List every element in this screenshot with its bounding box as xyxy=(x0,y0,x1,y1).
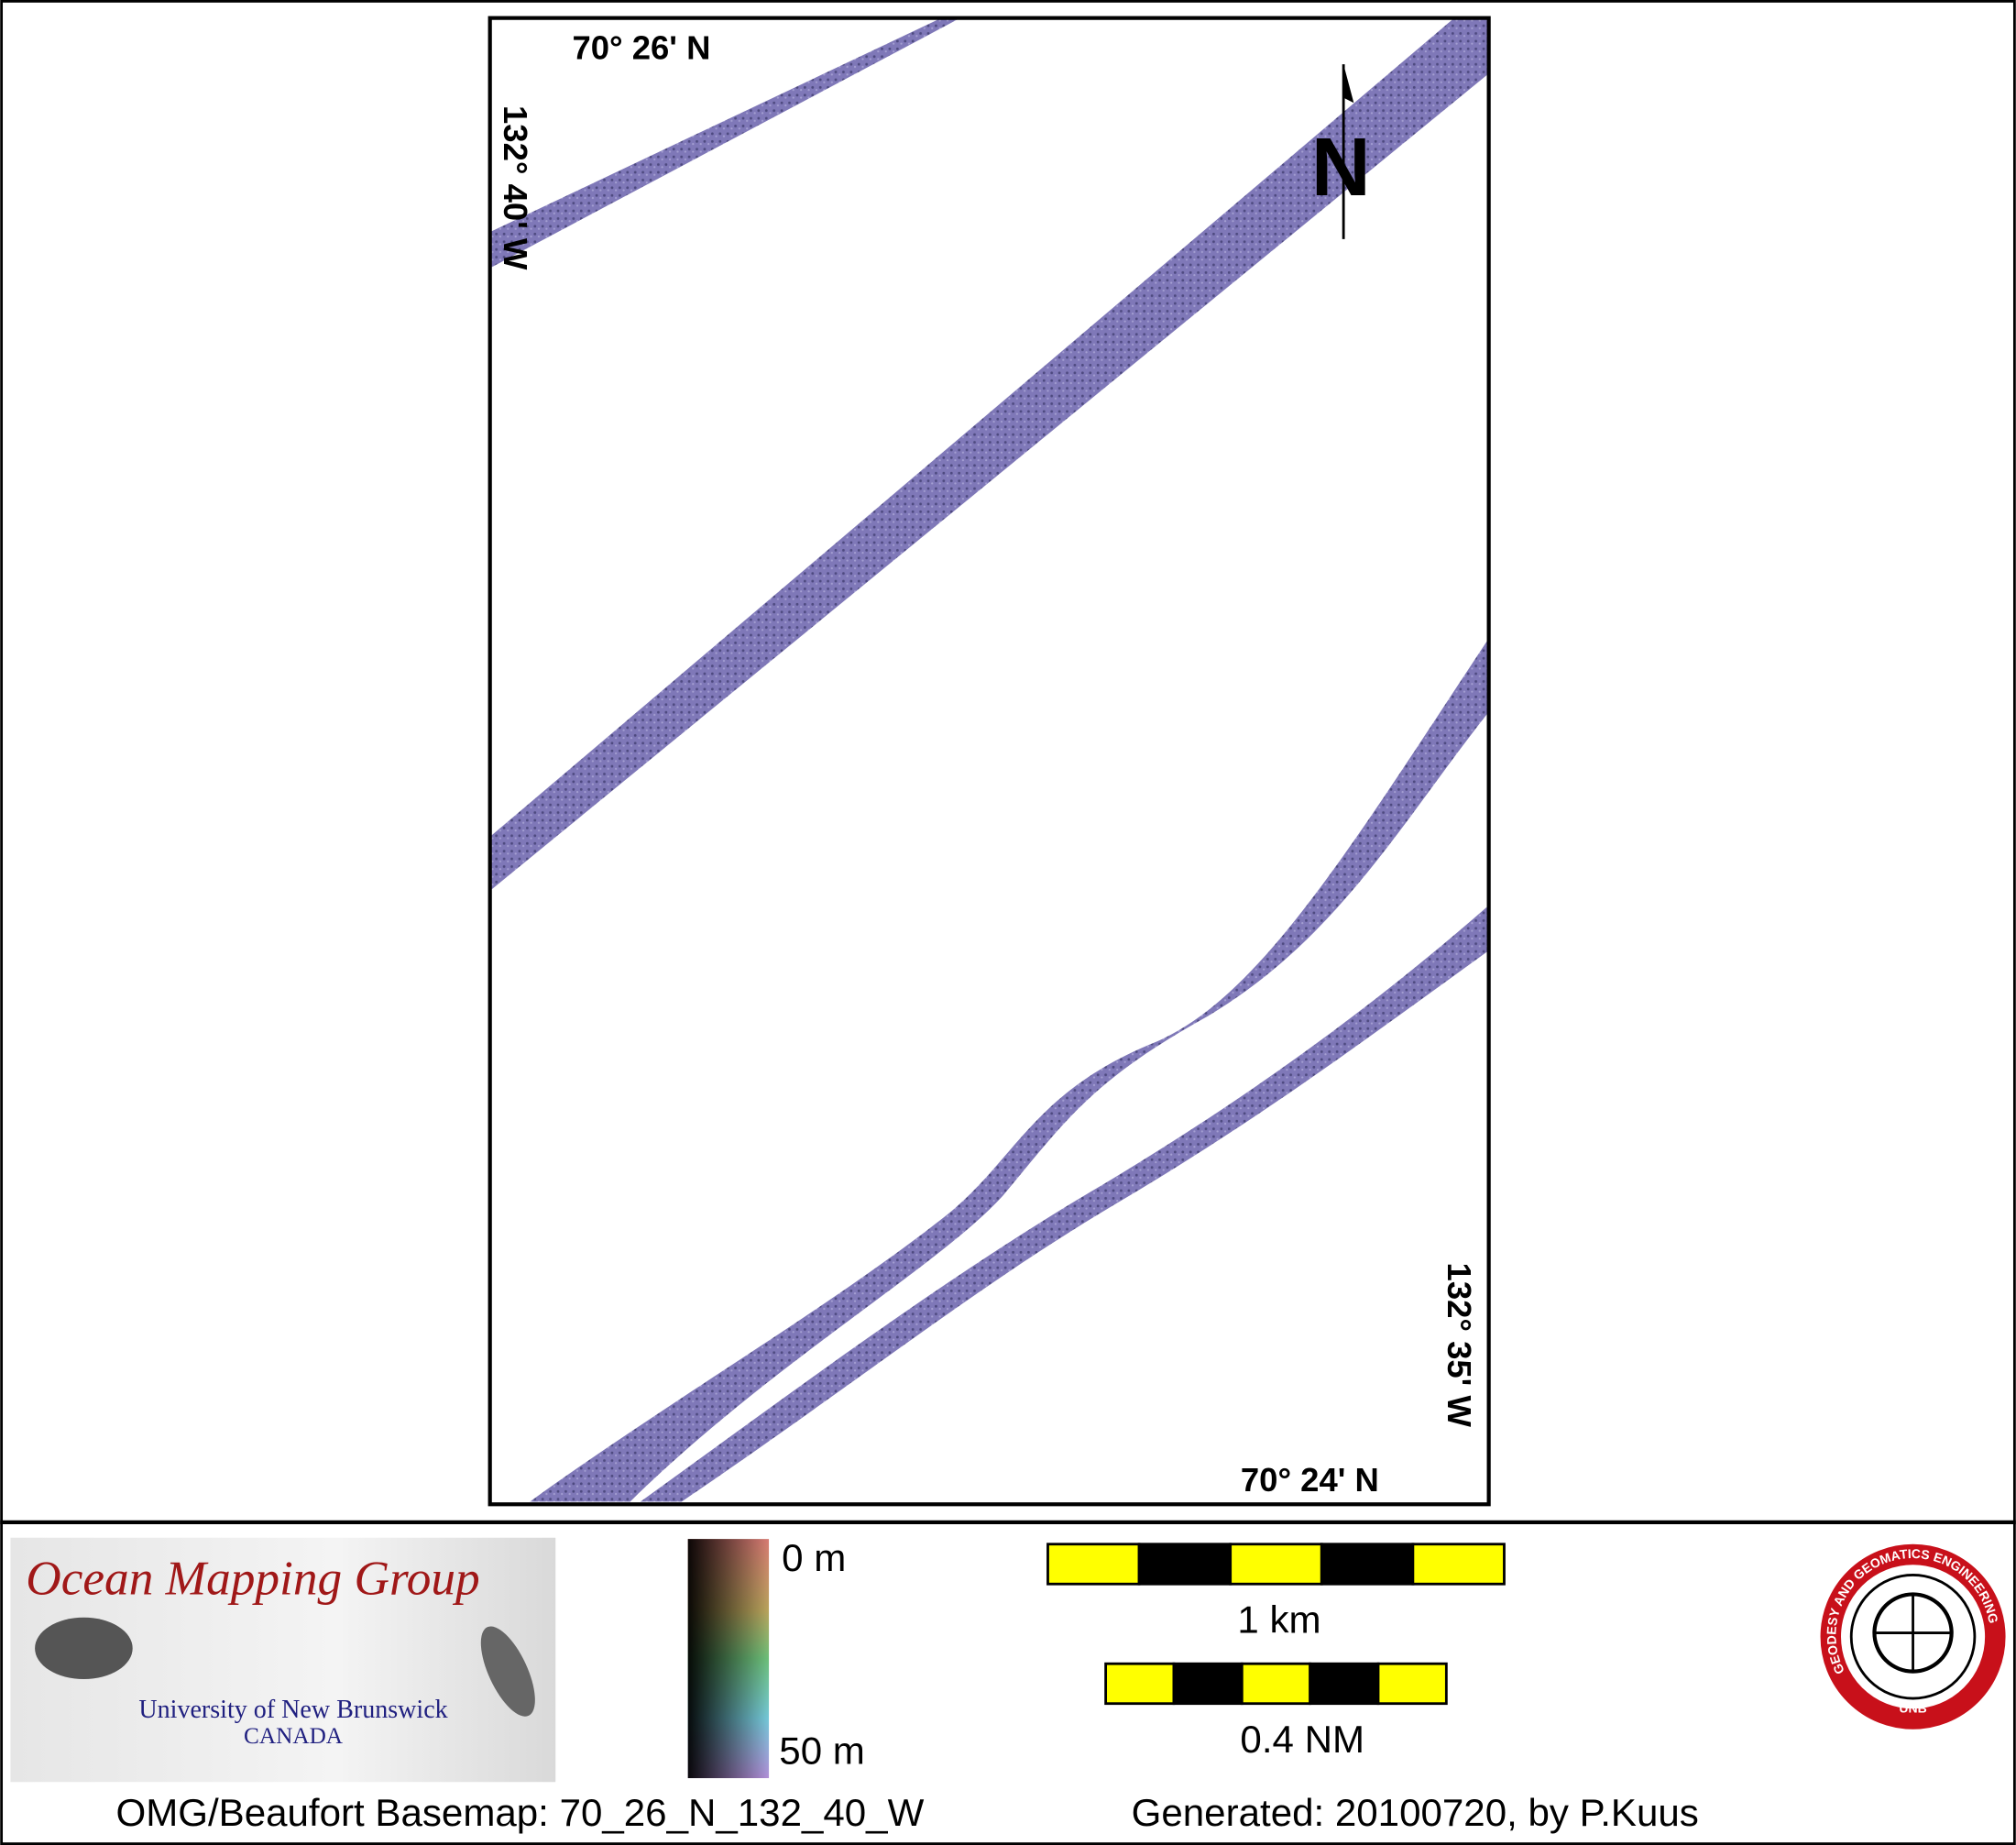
logo: Ocean Mapping Group University of New Br… xyxy=(10,1537,556,1783)
scale-segment xyxy=(1104,1662,1176,1706)
logo-image xyxy=(480,1626,535,1717)
map-frame xyxy=(488,16,1491,1507)
logo-country: CANADA xyxy=(244,1723,344,1749)
swath xyxy=(640,906,1488,1502)
scale-label: 1 km xyxy=(1237,1598,1320,1642)
depth-bottom: 50 m xyxy=(779,1730,865,1773)
north-label: N xyxy=(1311,122,1371,214)
seal-inner xyxy=(1849,1574,1977,1700)
scale-segment xyxy=(1411,1543,1506,1586)
scale-segment xyxy=(1172,1662,1244,1706)
logo-university: University of New Brunswick xyxy=(138,1696,448,1724)
scale-segment xyxy=(1240,1662,1312,1706)
depth-top: 0 m xyxy=(782,1536,846,1579)
bottom-latitude: 70° 24' N xyxy=(1241,1461,1379,1499)
top-latitude: 70° 26' N xyxy=(572,29,710,67)
seal: GEODESY AND GEOMATICS ENGINEERING UNB xyxy=(1820,1543,2006,1730)
logo-title: Ocean Mapping Group xyxy=(26,1551,479,1605)
scale-label: 0.4 NM xyxy=(1240,1718,1364,1761)
scale-segment xyxy=(1137,1543,1233,1586)
swath xyxy=(491,19,1488,890)
scale-segment xyxy=(1309,1662,1380,1706)
colorbar-shade xyxy=(687,1539,770,1779)
scale-bars: 1 km 0.4 NM xyxy=(1046,1543,1506,1761)
right-longitude: 132° 35' W xyxy=(1441,1263,1478,1428)
scale-segment xyxy=(1229,1543,1323,1586)
scale-segment xyxy=(1320,1543,1415,1586)
footer-basemap: OMG/Beaufort Basemap: 70_26_N_132_40_W xyxy=(115,1791,924,1834)
logo-image xyxy=(35,1617,133,1680)
seal-center: UNB xyxy=(1899,1701,1926,1716)
footer-generated: Generated: 20100720, by P.Kuus xyxy=(1132,1791,1699,1834)
left-longitude: 132° 40' W xyxy=(497,105,534,270)
scale-segment xyxy=(1376,1662,1448,1706)
depth-legend: 0 m 50 m xyxy=(687,1536,865,1779)
scale-segment xyxy=(1046,1543,1141,1586)
